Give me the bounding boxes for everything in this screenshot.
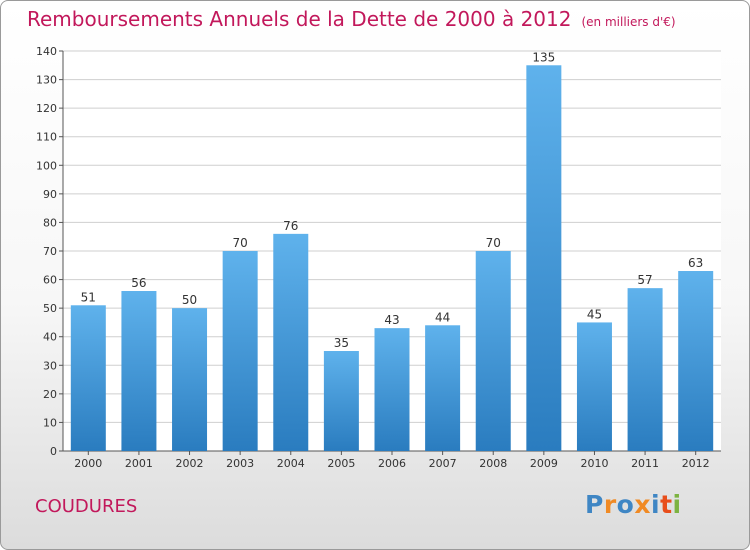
chart-unit: (en milliers d'€) <box>581 15 676 29</box>
y-tick-label: 60 <box>43 274 57 287</box>
data-label: 57 <box>637 273 652 287</box>
logo-letter: r <box>603 490 617 519</box>
y-tick-label: 90 <box>43 188 57 201</box>
x-tick-label: 2000 <box>74 457 102 470</box>
x-tick-label: 2006 <box>378 457 406 470</box>
logo-letter: i <box>651 490 661 519</box>
x-tick-label: 2003 <box>226 457 254 470</box>
logo-letter: i <box>672 490 682 519</box>
data-label: 70 <box>486 236 501 250</box>
bar-2010 <box>576 322 612 451</box>
logo-letter: o <box>616 490 635 519</box>
y-tick-label: 10 <box>43 416 57 429</box>
y-tick-label: 70 <box>43 245 57 258</box>
x-tick-label: 2012 <box>682 457 710 470</box>
label-layer: 51 2000 56 2001 50 2002 70 2003 76 2004 35 2005 43 20… <box>74 50 709 470</box>
logo-letter: x <box>634 490 651 519</box>
logo-letter: t <box>660 490 673 519</box>
bar-2012 <box>678 271 714 451</box>
chart-title: Remboursements Annuels de la Dette de 20… <box>27 7 572 31</box>
data-label: 63 <box>688 256 703 270</box>
data-label: 76 <box>283 219 298 233</box>
logo-letter: P <box>585 490 604 519</box>
y-tick-label: 100 <box>36 159 57 172</box>
data-label: 44 <box>435 310 450 324</box>
data-label: 43 <box>384 313 399 327</box>
y-tick-label: 140 <box>36 45 57 58</box>
x-tick-label: 2004 <box>277 457 305 470</box>
bar-2001 <box>121 291 157 451</box>
y-tick-label: 50 <box>43 302 57 315</box>
x-tick-label: 2001 <box>125 457 153 470</box>
data-label: 51 <box>81 290 96 304</box>
y-tick-label: 80 <box>43 216 57 229</box>
data-label: 50 <box>182 293 197 307</box>
location-name: COUDURES <box>35 496 138 517</box>
x-tick-label: 2008 <box>479 457 507 470</box>
x-tick-label: 2005 <box>327 457 355 470</box>
bar-2000 <box>70 305 106 451</box>
y-tick-label: 20 <box>43 388 57 401</box>
x-tick-label: 2009 <box>530 457 558 470</box>
bar-2004 <box>273 233 309 451</box>
bar-2008 <box>475 251 511 451</box>
bar-2007 <box>425 325 461 451</box>
bar-2006 <box>374 328 410 451</box>
x-tick-label: 2007 <box>429 457 457 470</box>
data-label: 56 <box>131 276 146 290</box>
x-tick-label: 2010 <box>580 457 608 470</box>
y-tick-label: 120 <box>36 102 57 115</box>
y-tick-label: 130 <box>36 74 57 87</box>
y-tick-label: 0 <box>50 445 57 458</box>
bar-2002 <box>172 308 208 451</box>
bar-2005 <box>323 351 359 451</box>
x-tick-label: 2002 <box>176 457 204 470</box>
data-label: 70 <box>233 236 248 250</box>
proxiti-logo[interactable]: Proxiti <box>585 490 682 519</box>
data-label: 135 <box>532 50 555 64</box>
x-tick-label: 2011 <box>631 457 659 470</box>
y-tick-label: 30 <box>43 359 57 372</box>
y-tick-label: 40 <box>43 331 57 344</box>
y-tick-label: 110 <box>36 131 57 144</box>
bar-2009 <box>526 65 562 452</box>
bar-2011 <box>627 288 663 451</box>
chart-title-row: Remboursements Annuels de la Dette de 20… <box>27 7 676 31</box>
bar-2003 <box>222 251 258 451</box>
bar-layer <box>70 65 714 452</box>
data-label: 45 <box>587 307 602 321</box>
data-label: 35 <box>334 336 349 350</box>
